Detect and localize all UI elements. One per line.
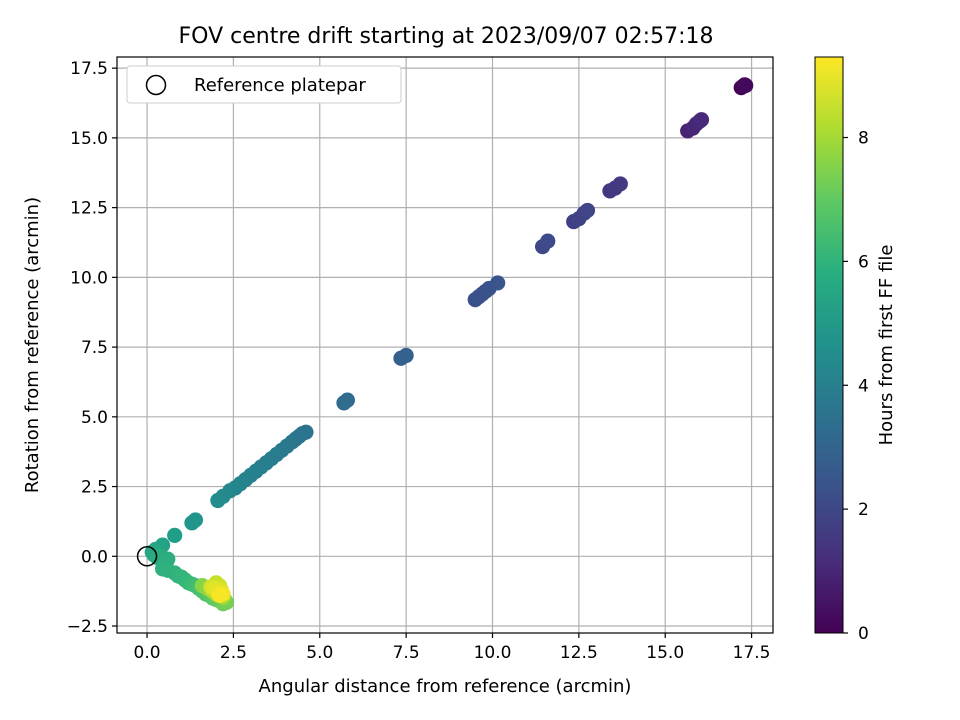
y-tick-label: 12.5	[70, 199, 108, 219]
data-point	[339, 392, 356, 408]
x-axis-ticks: 0.0 2.5 5.0 7.5 10.0 12.5 15.0 17.5	[134, 633, 771, 663]
y-tick-label: 5.0	[81, 408, 108, 428]
x-tick-label: 0.0	[134, 643, 161, 663]
data-point	[693, 112, 710, 128]
data-point	[490, 275, 506, 291]
x-tick-label: 2.5	[220, 643, 247, 663]
data-point	[211, 587, 228, 603]
colorbar-tick-label: 0	[858, 624, 869, 644]
data-point	[738, 77, 754, 94]
y-tick-label: 7.5	[81, 338, 108, 358]
x-tick-label: 7.5	[393, 643, 420, 663]
data-point	[540, 233, 556, 249]
data-point	[612, 176, 628, 192]
plot-frame	[116, 56, 774, 634]
data-point	[210, 492, 226, 509]
colorbar-label: Hours from first FF file	[876, 245, 897, 446]
y-tick-label: 0.0	[81, 547, 108, 567]
colorbar: 0 2 4 6 8 Hours from first FF file	[814, 56, 897, 644]
chart-title: FOV centre drift starting at 2023/09/07 …	[179, 24, 714, 49]
y-axis-ticks: −2.5 0.0 2.5 5.0 7.5 10.0 12.5 15.0 17.5	[67, 59, 117, 637]
colorbar-ticks: 0 2 4 6 8	[843, 129, 869, 644]
x-tick-label: 5.0	[306, 643, 333, 663]
data-point	[398, 347, 414, 364]
legend-label: Reference platepar	[194, 75, 366, 96]
y-tick-label: 2.5	[81, 478, 108, 498]
colorbar-tick-label: 6	[858, 252, 869, 272]
y-tick-label: 17.5	[70, 59, 108, 79]
colorbar-tick-label: 4	[858, 376, 869, 396]
y-tick-label: 15.0	[70, 129, 108, 149]
grid-lines	[117, 57, 773, 633]
data-point	[167, 527, 183, 543]
x-axis-label: Angular distance from reference (arcmin)	[259, 676, 632, 697]
colorbar-tick-label: 8	[858, 129, 869, 149]
y-tick-label: −2.5	[67, 617, 108, 637]
x-tick-label: 10.0	[474, 643, 512, 663]
x-tick-label: 17.5	[733, 643, 771, 663]
data-points	[144, 77, 754, 612]
legend-marker	[145, 74, 167, 96]
y-tick-label: 10.0	[70, 268, 108, 288]
x-tick-label: 12.5	[560, 643, 598, 663]
x-tick-label: 15.0	[646, 643, 684, 663]
legend-box	[126, 65, 402, 104]
colorbar-tick-label: 2	[858, 500, 869, 520]
data-point	[184, 515, 200, 531]
data-point	[579, 202, 596, 219]
colorbar-gradient	[814, 56, 844, 634]
legend: Reference platepar	[126, 65, 402, 104]
y-axis-label: Rotation from reference (arcmin)	[22, 197, 43, 493]
reference-marker	[136, 546, 158, 567]
